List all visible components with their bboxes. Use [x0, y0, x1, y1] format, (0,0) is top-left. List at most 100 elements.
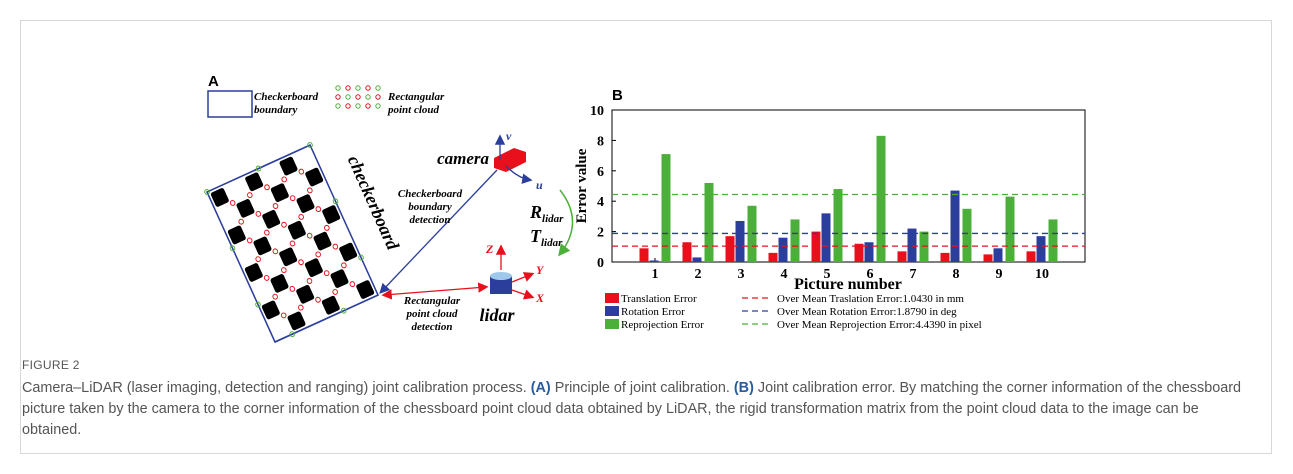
panel-label: A — [208, 73, 219, 90]
axis-label: X — [535, 291, 545, 305]
axis-label: u — [536, 178, 543, 192]
bar — [1006, 197, 1015, 262]
legend-label: Translation Error — [621, 293, 697, 305]
axis — [512, 274, 532, 282]
bar — [1049, 219, 1058, 262]
bar — [726, 236, 735, 262]
bar — [683, 242, 692, 262]
subscript: lidar — [541, 237, 563, 249]
bar — [812, 232, 821, 262]
bar — [1037, 236, 1046, 262]
legend-label: Reprojection Error — [621, 319, 704, 331]
bar — [640, 248, 649, 262]
dot — [356, 86, 360, 90]
caption-ref: (B) — [734, 380, 754, 396]
x-axis-label: Picture number — [794, 276, 902, 293]
camera-label: camera — [437, 149, 489, 168]
caption-text: Principle of joint calibration. — [551, 380, 734, 396]
annotation: detection — [412, 321, 453, 333]
bar — [650, 260, 659, 262]
dot — [356, 104, 360, 108]
annotation: Checkerboard — [398, 188, 463, 200]
legend-swatch — [605, 319, 619, 329]
legend-label: Over Mean Traslation Error:1.0430 in mm — [777, 293, 964, 305]
bar — [951, 191, 960, 262]
bar — [920, 232, 929, 262]
bar — [791, 219, 800, 262]
legend-swatch — [605, 293, 619, 303]
arrow — [384, 287, 486, 295]
transform-label: Tlidar — [530, 226, 563, 249]
x-tick-label: 8 — [953, 267, 960, 282]
x-tick-label: 5 — [824, 267, 831, 282]
bar — [865, 242, 874, 262]
lidar-icon — [490, 272, 512, 280]
bar — [994, 248, 1003, 262]
dot — [346, 95, 350, 99]
axis-label: v — [506, 129, 512, 143]
y-tick-label: 2 — [597, 226, 604, 241]
y-tick-label: 6 — [597, 165, 604, 180]
annotation: boundary — [408, 201, 452, 213]
dot — [336, 95, 340, 99]
legend-text: point cloud — [387, 104, 440, 116]
x-tick-label: 4 — [781, 267, 788, 282]
panel-label: B — [612, 87, 623, 104]
dot — [366, 95, 370, 99]
y-tick-label: 4 — [597, 195, 604, 210]
bar — [1027, 251, 1036, 262]
y-tick-label: 10 — [590, 104, 604, 119]
annotation: Rectangular — [403, 295, 461, 307]
legend-text: boundary — [254, 104, 298, 116]
dot — [336, 104, 340, 108]
lidar-label: lidar — [479, 305, 515, 325]
bar — [693, 257, 702, 262]
legend-swatch — [605, 306, 619, 316]
subscript: lidar — [542, 213, 564, 225]
y-tick-label: 0 — [597, 256, 604, 271]
bar — [822, 213, 831, 262]
bar — [898, 251, 907, 262]
bar — [779, 238, 788, 262]
y-axis-label: Error value — [574, 148, 590, 223]
bar — [963, 209, 972, 262]
page: A Checkerboard boundary Rectangular poin… — [0, 0, 1293, 474]
dot — [346, 86, 350, 90]
bar — [736, 221, 745, 262]
x-tick-label: 9 — [996, 267, 1003, 282]
bar — [984, 254, 993, 262]
x-tick-label: 7 — [910, 267, 917, 282]
panel-a: A Checkerboard boundary Rectangular poin… — [204, 73, 573, 345]
legend-label: Over Mean Rotation Error:1.8790 in deg — [777, 306, 957, 318]
caption: Camera–LiDAR (laser imaging, detection a… — [22, 378, 1257, 441]
bar — [769, 253, 778, 262]
figure-label: FIGURE 2 — [22, 358, 80, 372]
annotation: detection — [410, 214, 451, 226]
x-tick-label: 6 — [867, 267, 874, 282]
x-tick-label: 2 — [695, 267, 702, 282]
axis-label: Z — [485, 242, 494, 256]
dot — [336, 86, 340, 90]
x-tick-label: 1 — [652, 267, 659, 282]
legend-text: Checkerboard — [254, 91, 319, 103]
dot — [366, 86, 370, 90]
camera-icon — [494, 148, 526, 172]
caption-text: Camera–LiDAR (laser imaging, detection a… — [22, 380, 531, 396]
legend-label: Rotation Error — [621, 306, 685, 318]
dot — [366, 104, 370, 108]
legend-box — [208, 91, 252, 117]
dot — [356, 95, 360, 99]
y-tick-label: 8 — [597, 134, 604, 149]
axis — [512, 290, 532, 297]
x-tick-label: 3 — [738, 267, 745, 282]
bar — [941, 253, 950, 262]
legend-text: Rectangular — [387, 91, 445, 103]
dot — [376, 95, 380, 99]
bar — [877, 136, 886, 262]
dot — [346, 104, 350, 108]
symbol: R — [529, 202, 542, 222]
annotation: point cloud — [405, 308, 458, 320]
dot — [376, 86, 380, 90]
axis-label: Y — [536, 263, 545, 277]
x-tick-label: 10 — [1035, 267, 1049, 282]
